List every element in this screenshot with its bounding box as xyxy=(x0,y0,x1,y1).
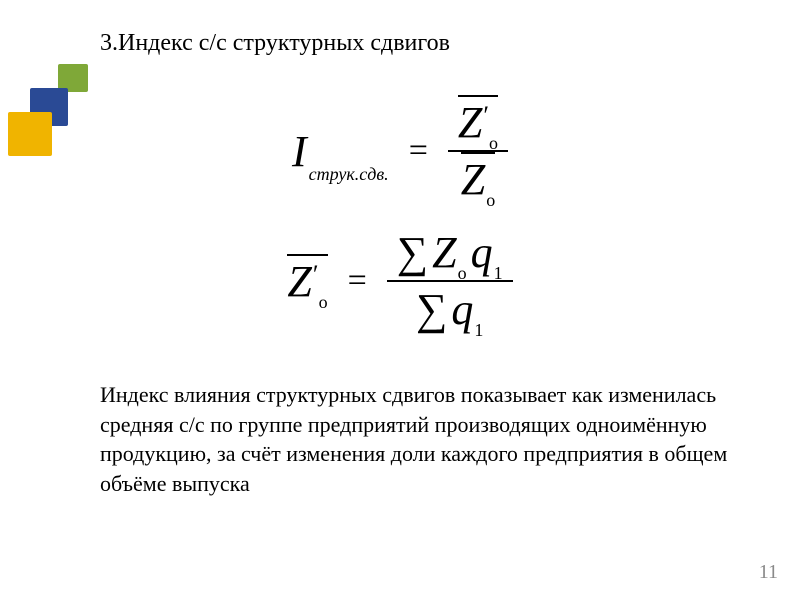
f1-num-prime: ′ xyxy=(483,101,489,131)
f1-num-letter: Z xyxy=(458,97,482,148)
f1-num: Z ′ о xyxy=(458,97,498,148)
f2-num-q-sub: 1 xyxy=(494,263,503,284)
body-paragraph: Индекс влияния структурных сдвигов показ… xyxy=(100,380,740,499)
f2-equals: = xyxy=(342,262,373,300)
f2-den: ∑ q 1 xyxy=(406,282,493,337)
f2-num: ∑ Z о q 1 xyxy=(387,225,513,280)
formula-2: Z ′ о = ∑ Z о q 1 xyxy=(0,225,800,337)
f2-lhs-letter: Z xyxy=(287,256,311,307)
f2-fraction: ∑ Z о q 1 ∑ q 1 xyxy=(387,225,513,337)
f1-den-sub: о xyxy=(486,190,495,211)
f2-den-sigma: ∑ xyxy=(416,288,447,332)
page-number: 11 xyxy=(759,561,778,584)
f2-num-q: q xyxy=(471,227,493,278)
f1-fraction: Z ′ о Z о xyxy=(448,95,508,207)
f2-den-q-sub: 1 xyxy=(474,320,483,341)
f2-lhs: Z ′ о xyxy=(287,256,327,307)
f1-lhs: I струк.сдв. xyxy=(292,126,389,177)
f1-lhs-sub: струк.сдв. xyxy=(309,164,389,185)
f1-lhs-letter: I xyxy=(292,126,307,177)
f2-num-z-sub: о xyxy=(458,263,467,284)
f2-num-z: Z xyxy=(432,227,456,278)
f1-den: Z о xyxy=(461,154,495,205)
formula-1: I струк.сдв. = Z ′ о Z о xyxy=(0,95,800,207)
slide: 3.Индекс с/с структурных сдвигов I струк… xyxy=(0,0,800,600)
slide-heading: 3.Индекс с/с структурных сдвигов xyxy=(100,30,760,57)
f2-num-sigma: ∑ xyxy=(397,231,428,275)
f2-den-q: q xyxy=(451,284,473,335)
f1-num-sub: о xyxy=(489,133,498,154)
f2-lhs-sub: о xyxy=(319,292,328,313)
f2-lhs-prime: ′ xyxy=(313,260,319,290)
f1-equals: = xyxy=(403,132,434,170)
f1-den-letter: Z xyxy=(461,154,485,205)
